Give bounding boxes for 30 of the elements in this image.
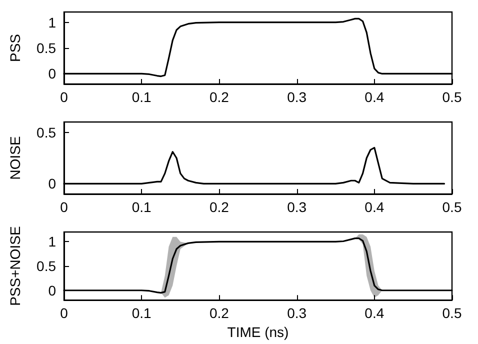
y-tick-label: 1: [48, 14, 56, 30]
x-tick-label: 0.2: [209, 199, 230, 215]
x-tick-label: 0.4: [364, 89, 384, 105]
y-axis-title: NOISE: [7, 136, 23, 180]
x-tick-label: 0.2: [209, 305, 230, 322]
x-tick-label: 0.2: [209, 89, 230, 105]
x-tick-label: 0.4: [364, 305, 384, 322]
y-tick-label: 0.5: [36, 40, 56, 56]
y-tick-label: 0: [48, 176, 56, 192]
x-axis-title: TIME (ns): [227, 324, 289, 340]
y-tick-label: 0: [48, 66, 56, 82]
x-tick-label: 0.5: [442, 199, 462, 215]
x-tick-label: 0.4: [364, 199, 384, 215]
y-axis-title: PSS+NOISE: [7, 226, 23, 306]
x-tick-label: 0.1: [132, 305, 152, 322]
x-tick-label: 0.1: [132, 199, 152, 215]
x-tick-label: 0: [60, 199, 68, 215]
x-tick-label: 0.3: [287, 305, 307, 322]
y-axis-title: PSS: [7, 34, 23, 62]
x-tick-label: 0.3: [287, 89, 307, 105]
y-tick-label: 0.5: [36, 258, 56, 274]
x-tick-label: 0.5: [442, 89, 462, 105]
x-tick-label: 0.3: [287, 199, 307, 215]
y-tick-label: 1: [48, 234, 56, 250]
x-tick-label: 0.1: [132, 89, 152, 105]
x-tick-label: 0: [60, 305, 68, 322]
y-tick-label: 0.5: [36, 124, 56, 140]
x-tick-label: 0.5: [442, 305, 462, 322]
y-tick-label: 0: [48, 282, 56, 298]
x-tick-label: 0: [60, 89, 68, 105]
